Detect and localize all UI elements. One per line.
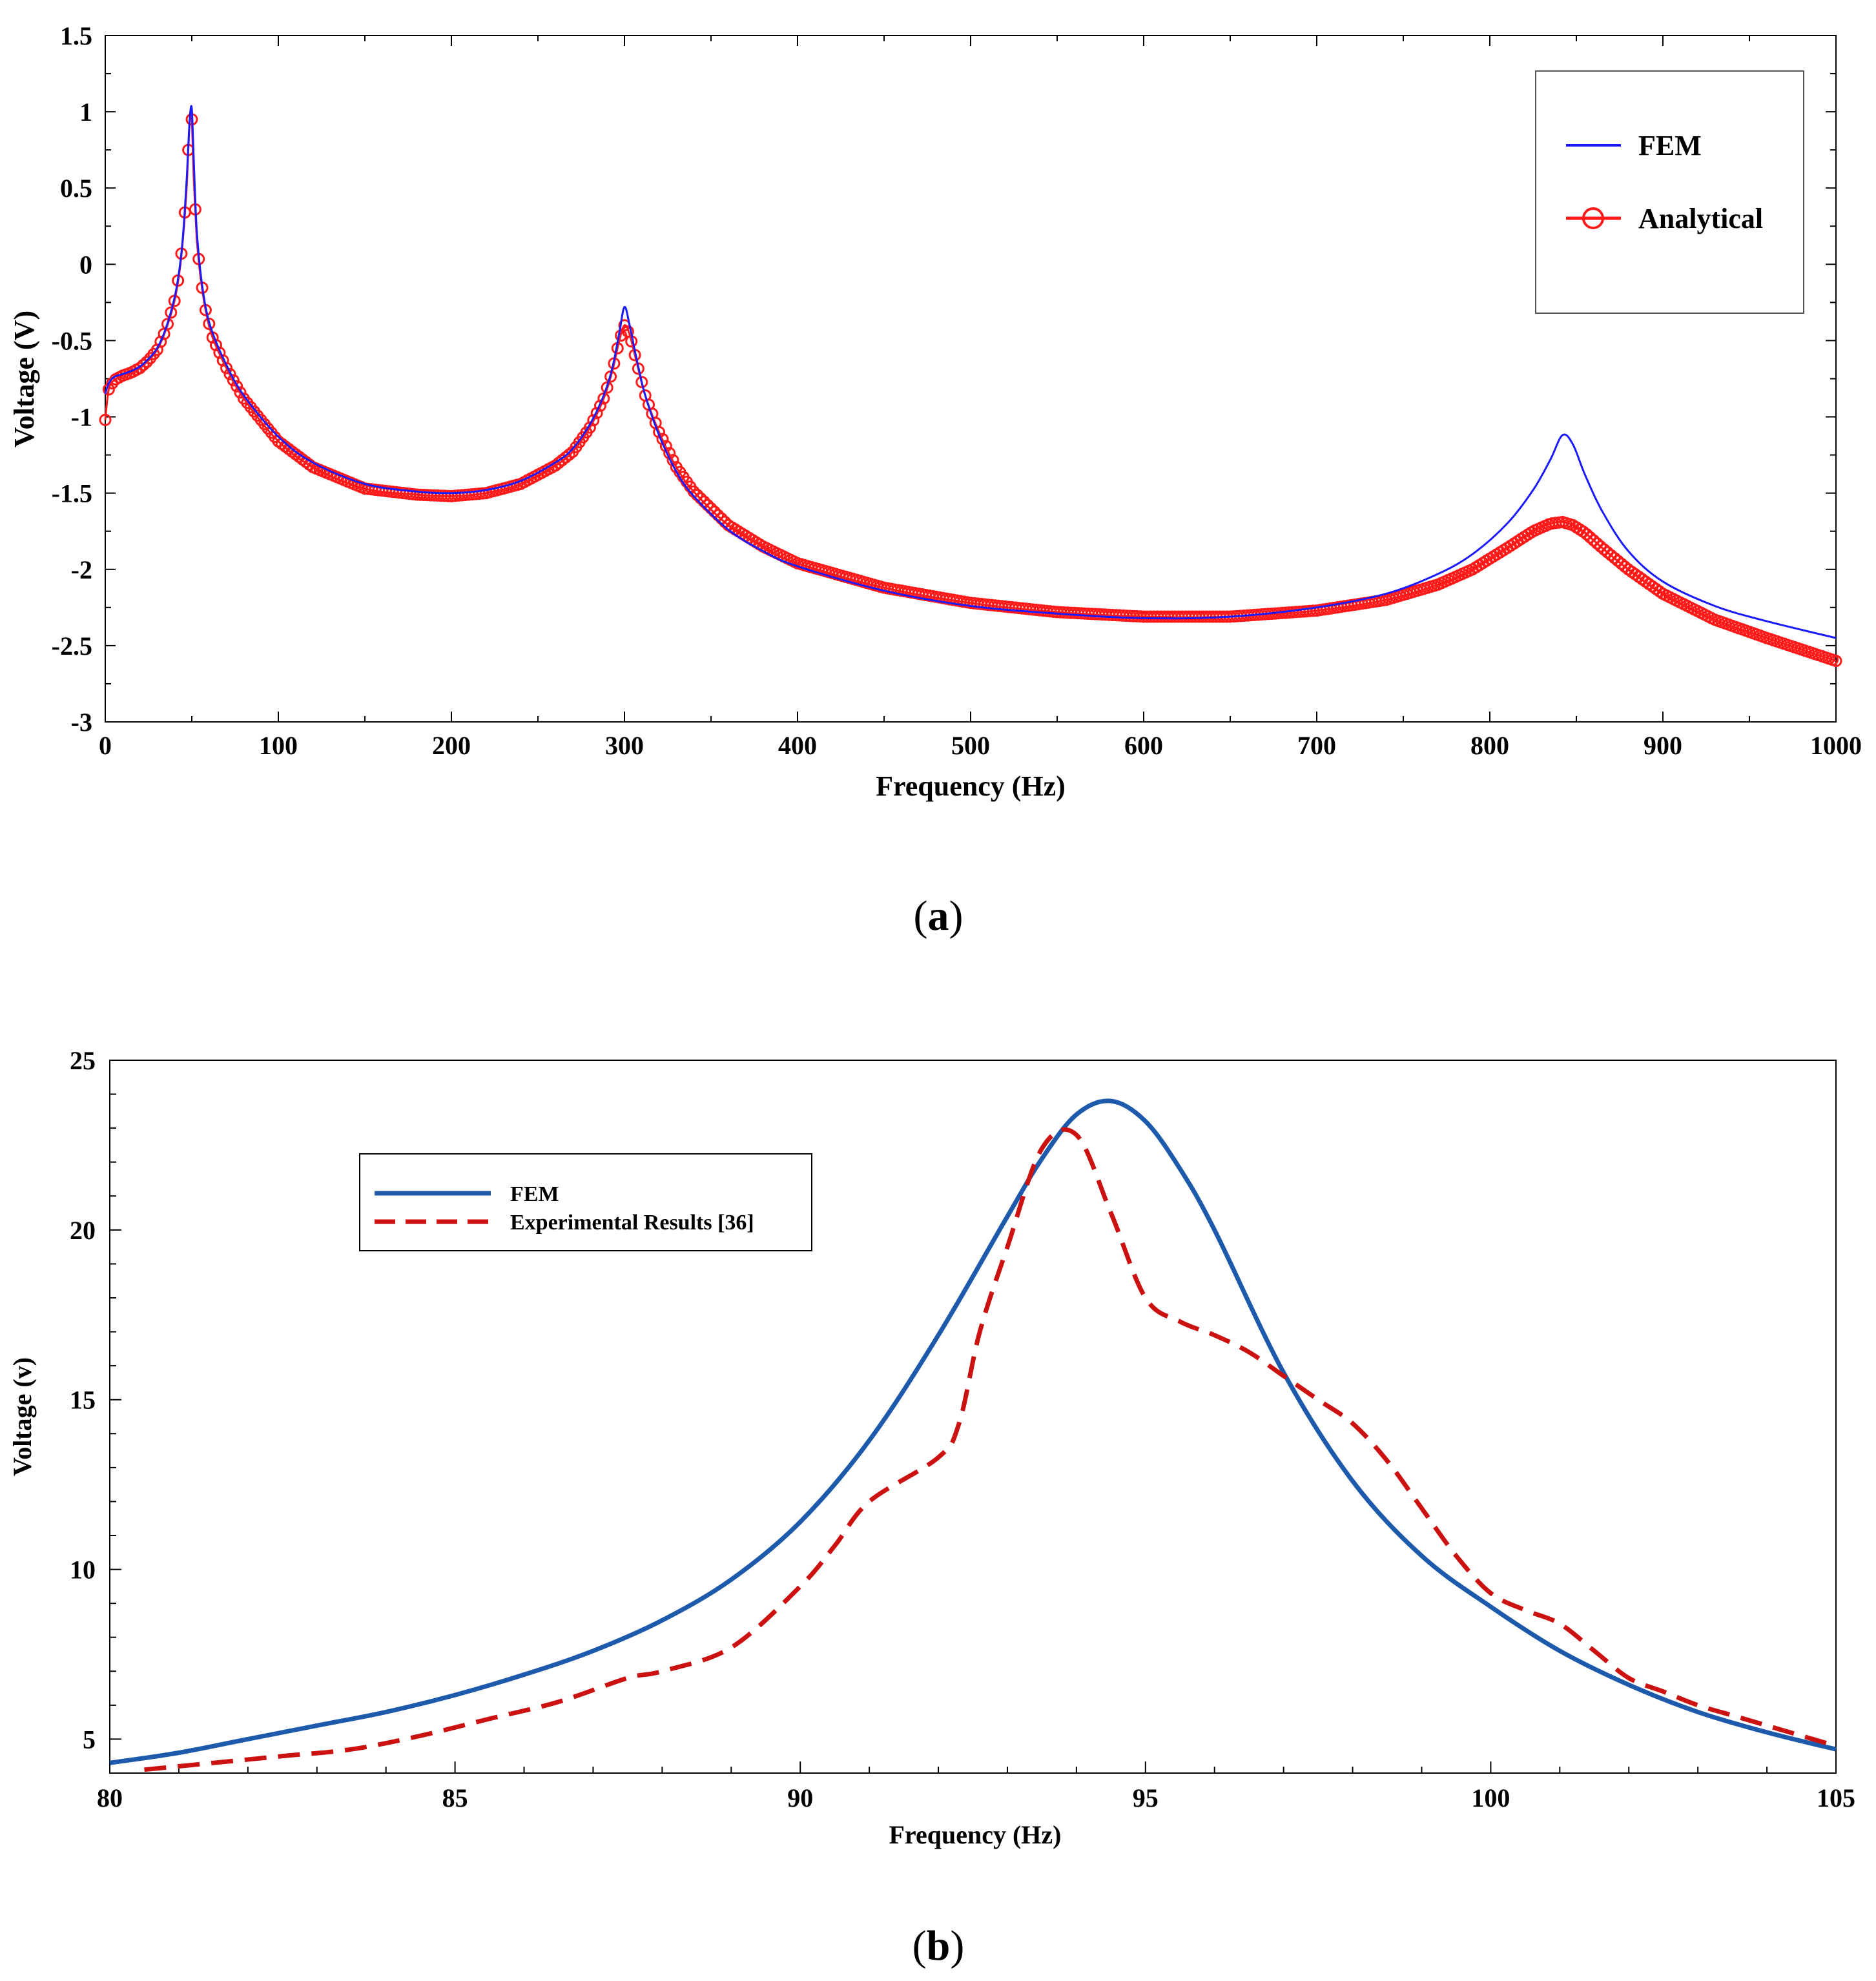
chart-b-series: [109, 1098, 1837, 1772]
chart-a-analytical-marker: [140, 356, 153, 368]
chart-a-xtick-label: 0: [99, 731, 112, 760]
chart-b-fem-line: [109, 1098, 1837, 1765]
chart-a-ytick-label: -2: [71, 555, 92, 584]
chart-b-caption: (b): [912, 1922, 965, 1969]
chart-a-analytical-marker: [227, 374, 240, 387]
chart-a-xlabel: Frequency (Hz): [876, 770, 1066, 802]
chart-a-analytical-marker: [165, 306, 178, 319]
chart-a-xtick-label: 600: [1124, 731, 1163, 760]
chart-a-legend-box: [1535, 70, 1804, 314]
chart-a-analytical-marker: [590, 407, 603, 420]
chart-a-analytical-marker: [1580, 528, 1593, 540]
chart-b-ticks: 80 85 90 95 100 105 5 10 15 20 25: [70, 1046, 1855, 1812]
chart-a-fem-line: [104, 105, 1837, 639]
chart-a-legend: FEM Analytical: [1535, 70, 1804, 314]
chart-a-ytick-label: 0: [79, 250, 92, 279]
chart-a-ytick-label: -0.5: [52, 326, 92, 355]
chart-a-ytick-label: -2.5: [52, 631, 92, 661]
chart-a-legend-analytical-marker: [1582, 207, 1604, 229]
chart-a-xtick-label: 400: [778, 731, 817, 760]
chart-a-ytick-label: 1: [79, 98, 92, 127]
chart-a-analytical-marker: [583, 421, 596, 434]
chart-a-analytical-marker: [223, 367, 236, 380]
chart-a-xtick-label: 900: [1644, 731, 1682, 760]
chart-b-legend-fem-label: FEM: [510, 1182, 559, 1206]
chart-a-analytical-marker: [1587, 534, 1600, 547]
chart-a-ytick-label: -1: [71, 403, 92, 432]
chart-a-analytical-marker: [234, 386, 247, 399]
chart-a-analytical-marker: [134, 362, 147, 375]
chart-b-plot-frame: [109, 1060, 1837, 1774]
chart-a-xtick-label: 300: [605, 731, 644, 760]
chart-b-xtick-label: 90: [787, 1783, 813, 1812]
chart-b-ytick-label: 15: [70, 1386, 96, 1415]
chart-b-legend-box: [359, 1153, 812, 1251]
chart-b-xlabel: Frequency (Hz): [889, 1820, 1062, 1849]
chart-b-ylabel: Voltage (v): [8, 1357, 37, 1476]
chart-a-analytical-marker: [587, 414, 600, 427]
chart-a-xtick-label: 100: [259, 731, 298, 760]
chart-a-ytick-label: 0.5: [60, 174, 92, 203]
chart-a-ytick-label: -1.5: [52, 479, 92, 508]
chart-a-xtick-label: 700: [1297, 731, 1336, 760]
chart-a-xtick-label: 800: [1470, 731, 1509, 760]
chart-a-analytical-marker: [137, 358, 150, 371]
chart-a-analytical-marker: [594, 399, 606, 412]
chart-a-analytical-marker: [601, 381, 613, 394]
chart-a-legend-fem-label: FEM: [1638, 130, 1702, 161]
chart-a-xtick-label: 500: [951, 731, 990, 760]
chart-a-legend-analytical-label: Analytical: [1638, 203, 1763, 234]
chart-b-legend-experimental-label: Experimental Results [36]: [510, 1211, 754, 1235]
chart-a: 0 100 200 300 400 500 600 700 800 900 1000 -3 -2.5 -2…: [8, 21, 1862, 939]
chart-b-xtick-label: 95: [1133, 1783, 1159, 1812]
chart-a-xtick-label: 200: [432, 731, 471, 760]
chart-a-analytical-marker: [231, 380, 243, 393]
chart-a-analytical-marker: [161, 318, 174, 331]
chart-a-analytical-marker: [635, 376, 648, 389]
chart-a-analytical-marker: [1583, 531, 1596, 544]
chart-b-ytick-label: 20: [70, 1216, 96, 1245]
chart-b-xtick-label: 80: [97, 1783, 123, 1812]
chart-a-caption: (a): [914, 892, 964, 939]
chart-a-series: [99, 105, 1842, 667]
chart-a-ytick-label: -3: [71, 708, 92, 737]
chart-a-xtick-label: 1000: [1810, 731, 1862, 760]
chart-b-xtick-label: 105: [1817, 1783, 1855, 1812]
chart-a-ticks: 0 100 200 300 400 500 600 700 800 900 1000 -3 -2.5 -2…: [52, 21, 1862, 760]
chart-b-xtick-label: 85: [442, 1783, 468, 1812]
chart-a-ylabel: Voltage (V): [8, 311, 40, 447]
chart-a-analytical-marker: [1830, 655, 1842, 667]
chart-a-ytick-label: 1.5: [60, 21, 92, 50]
chart-b-ytick-label: 10: [70, 1555, 96, 1585]
chart-b-xtick-label: 100: [1471, 1783, 1510, 1812]
chart-b-ytick-label: 25: [70, 1046, 96, 1075]
chart-b: 80 85 90 95 100 105 5 10 15 20 25 Frequency (Hz) V…: [8, 1046, 1855, 1969]
chart-b-ytick-label: 5: [83, 1725, 96, 1754]
chart-a-analytical-marker: [1591, 537, 1603, 550]
chart-b-legend: FEM Experimental Results [36]: [359, 1153, 812, 1251]
chart-b-experimental-line: [144, 1127, 1837, 1772]
